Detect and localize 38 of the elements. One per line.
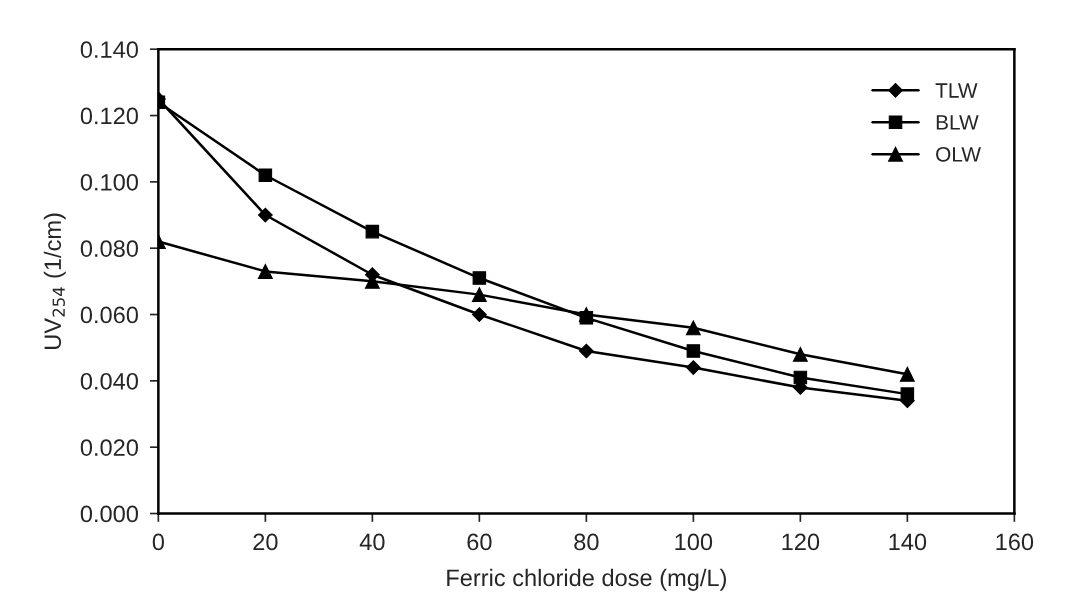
point: [578, 343, 594, 359]
y-tick-label: 0.100: [80, 173, 138, 191]
x-tick-label: 20: [253, 533, 278, 551]
point: [792, 346, 808, 362]
y-tick-label: 0.140: [80, 41, 138, 58]
legend-label: TLW: [935, 83, 978, 98]
point: [793, 370, 808, 385]
point: [365, 224, 380, 239]
point: [685, 360, 701, 375]
x-axis-title: Ferric chloride dose (mg/L): [447, 568, 726, 591]
point: [257, 263, 273, 279]
y-tick-label: 0.080: [80, 240, 138, 257]
y-tick-label: 0.000: [80, 505, 138, 523]
point: [258, 168, 273, 182]
y-tick-label: 0.040: [80, 372, 138, 390]
y-tick-label: 0.020: [80, 439, 138, 456]
x-tick-label: 40: [359, 533, 385, 551]
point: [899, 366, 915, 382]
x-tick-label: 60: [467, 533, 492, 551]
x-tick-label: 80: [574, 533, 599, 551]
x-tick-label: 120: [782, 533, 820, 551]
y-tick-label: 0.060: [80, 306, 138, 324]
y-axis-title: UV$_{254}$ (1/cm): [43, 213, 66, 349]
x-tick-label: 0: [152, 533, 164, 551]
point: [471, 307, 487, 322]
legend-label: OLW: [936, 146, 981, 162]
point: [900, 387, 915, 401]
legend-label: BLW: [936, 115, 979, 130]
point: [472, 271, 487, 285]
x-tick-label: 160: [996, 533, 1034, 551]
point: [578, 307, 594, 322]
point: [471, 287, 487, 303]
y-tick-label: 0.120: [80, 107, 138, 125]
x-tick-label: 100: [675, 533, 713, 551]
point: [685, 320, 701, 336]
point: [257, 207, 273, 223]
x-tick-label: 140: [889, 533, 927, 551]
point: [686, 344, 701, 358]
